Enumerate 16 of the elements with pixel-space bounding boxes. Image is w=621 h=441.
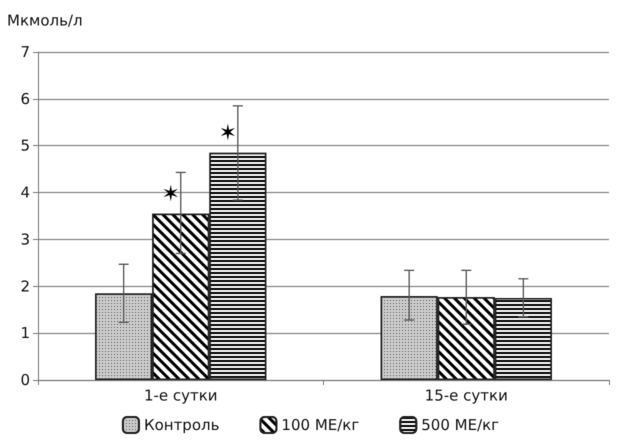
y-tick-label: 1 <box>20 324 30 342</box>
x-tick-label: 1-е сутки <box>144 386 218 404</box>
y-axis-title: Мкмоль/л <box>7 12 83 30</box>
legend-label: 100 МЕ/кг <box>281 416 360 434</box>
data-label: ✶ <box>218 121 238 146</box>
legend-label: Контроль <box>144 416 220 434</box>
y-tick-label: 4 <box>20 184 30 202</box>
y-tick-label: 5 <box>20 136 30 155</box>
y-tick-label: 7 <box>20 43 30 61</box>
y-tick-label: 3 <box>20 230 30 248</box>
y-tick-label: 2 <box>20 277 30 296</box>
y-tick-label: 6 <box>20 90 30 108</box>
x-tick-label: 15-е сутки <box>424 386 508 404</box>
data-label: ✶ <box>162 182 180 208</box>
y-tick-label: 0 <box>20 371 30 389</box>
legend-label: 500 МЕ/кг <box>421 416 500 434</box>
